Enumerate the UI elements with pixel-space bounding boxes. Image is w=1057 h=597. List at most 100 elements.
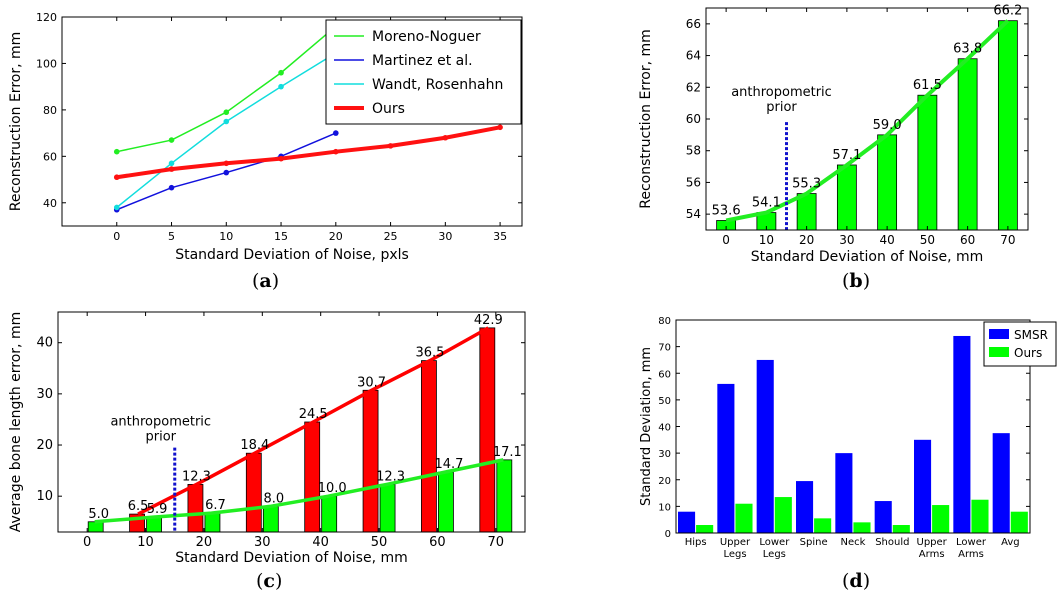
bar-ours [932,505,950,533]
trend-line-green [94,458,504,524]
bar-green [379,484,396,533]
x-tick-label: 10 [137,535,154,550]
y-axis-label: Reconstruction Error, mm [638,29,654,209]
data-point [333,130,339,136]
x-tick-label: 40 [312,535,329,550]
bar-red [187,484,204,533]
x-tick-label: Lower [759,537,790,548]
data-point [113,148,120,155]
data-label: 53.6 [712,203,741,218]
bar-red [304,421,321,533]
x-tick-label: Avg [1001,537,1020,548]
bar-green [146,516,162,533]
bar-green [321,495,338,533]
data-point [168,184,175,191]
data-point [278,83,284,90]
bar-ours [971,499,989,533]
data-label: 57.1 [832,148,861,163]
trend-line-red [137,326,490,516]
data-point [442,134,449,141]
series-line-wandt-rosenhahn [116,52,337,209]
data-point [168,160,175,167]
legend-label: Ours [372,101,405,117]
data-point [333,148,339,155]
bar-red [245,452,262,533]
legend-label: SMSR [1014,328,1048,342]
series-line-moreno-noguer [116,25,337,153]
y-tick-label: 60 [658,369,671,380]
data-label-green: 14.7 [434,457,463,472]
annotation-text: anthropometric [110,415,211,430]
y-axis-label: Reconstruction Error, mm [8,32,24,212]
x-tick-label: Spine [800,537,828,548]
data-point [223,118,230,125]
bar-ours [1010,511,1028,533]
trend-line [725,19,1010,223]
x-axis-label: Standard Deviation of Noise, mm [751,249,984,265]
x-tick-label: 25 [384,230,398,243]
bar-green [496,459,513,533]
x-tick-label: 5 [168,230,175,243]
data-point [387,143,394,149]
data-label-green: 5.0 [88,507,109,522]
x-tick-label: 20 [196,535,213,550]
y-tick-label: 64 [686,49,701,63]
annotation-text: anthropometric [731,85,832,100]
bar-red [362,389,379,533]
y-tick-label: 60 [43,150,57,163]
data-label-red: 36.5 [415,346,444,361]
data-point [168,166,175,172]
data-label-green: 12.3 [376,469,405,484]
bar-red [479,327,496,533]
data-label: 54.1 [752,196,781,211]
x-tick-label: Legs [723,549,746,560]
x-tick-label: Arms [919,549,945,560]
data-point [223,109,230,116]
y-tick-label: 100 [36,57,57,70]
y-tick-label: 80 [658,316,671,327]
x-tick-label: 20 [329,230,343,243]
y-tick-label: 60 [686,112,701,126]
y-tick-label: 56 [686,175,701,189]
x-tick-label: 70 [1000,233,1015,247]
x-axis-label: Standard Deviation of Noise, pxls [175,247,409,263]
x-tick-label: 40 [879,233,894,247]
data-point [223,160,230,167]
data-label-red: 6.5 [128,499,149,514]
data-label-green: 8.0 [263,491,284,506]
x-tick-label: 50 [920,233,935,247]
series-line-ours [116,125,501,180]
bar-ours [892,525,910,533]
y-tick-label: 40 [658,423,671,434]
y-axis-label: Average bone length error, mm [8,312,24,532]
data-point [497,124,503,131]
x-tick-label: 0 [83,535,91,550]
bar-ours [774,497,792,533]
x-tick-label: Lower [956,537,987,548]
x-tick-label: 30 [438,230,452,243]
y-tick-label: 30 [658,449,671,460]
data-label: 61.5 [913,78,942,93]
plot-frame [61,16,523,227]
x-tick-label: 20 [799,233,814,247]
y-tick-label: 20 [36,438,53,453]
bar [997,20,1018,231]
x-tick-label: 70 [488,535,505,550]
x-tick-label: 0 [722,233,730,247]
caption-a: (a) [252,270,280,292]
plot-frame [57,311,526,533]
bar [836,164,857,231]
y-tick-label: 62 [686,80,701,94]
chart-a: 40 60 80 100 120 0 5 10 15 20 25 30 35 Moreno-Noguer M… [8,11,523,263]
bar-ours [735,503,753,533]
x-tick-label: Upper [917,537,948,548]
legend-label: Wandt, Rosenhahn [372,77,503,93]
bar-green [262,506,279,533]
y-tick-label: 66 [686,17,701,31]
x-tick-label: Legs [763,549,786,560]
data-label-red: 18.4 [240,438,269,453]
x-tick-label: 30 [254,535,271,550]
caption-c: (c) [256,570,283,592]
data-label-green: 5.9 [147,502,168,517]
